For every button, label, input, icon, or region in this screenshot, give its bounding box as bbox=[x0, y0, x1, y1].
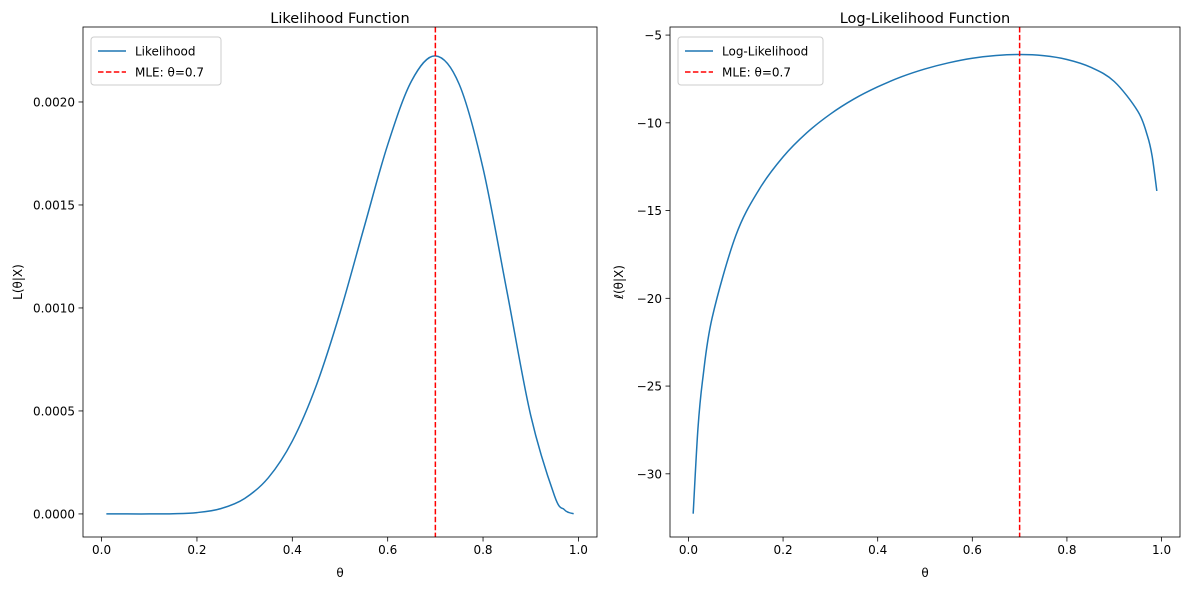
y-tick-label: −30 bbox=[637, 467, 662, 481]
y-tick-label: −15 bbox=[637, 204, 662, 218]
x-tick-label: 0.6 bbox=[378, 543, 397, 557]
axes-frame bbox=[82, 26, 598, 538]
legend-box bbox=[90, 36, 222, 86]
legend-box bbox=[677, 36, 824, 86]
y-axis-label: L(θ|X) bbox=[11, 264, 25, 300]
axes-frame bbox=[669, 26, 1181, 538]
x-tick-label: 1.0 bbox=[1152, 543, 1171, 557]
y-tick-label: −25 bbox=[637, 380, 662, 394]
x-axis-label: θ bbox=[921, 566, 928, 580]
legend: Log-Likelihood MLE: θ=0.7 bbox=[677, 36, 824, 86]
x-tick-label: 1.0 bbox=[569, 543, 588, 557]
legend: Likelihood MLE: θ=0.7 bbox=[90, 36, 222, 86]
legend-label: Log-Likelihood bbox=[722, 45, 808, 59]
chart-title: Log-Likelihood Function bbox=[840, 11, 1011, 27]
y-tick-label: −5 bbox=[644, 29, 662, 43]
x-tick-label: 0.2 bbox=[774, 543, 793, 557]
y-axis-label: ℓ(θ|X) bbox=[612, 265, 626, 300]
x-tick-label: 0.8 bbox=[473, 543, 492, 557]
x-tick-label: 0.0 bbox=[679, 543, 698, 557]
x-tick-label: 0.4 bbox=[868, 543, 887, 557]
x-tick-label: 0.4 bbox=[283, 543, 302, 557]
y-tick-label: 0.0015 bbox=[33, 198, 75, 212]
legend-label: MLE: θ=0.7 bbox=[135, 66, 204, 80]
series-line-log-likelihood bbox=[692, 53, 1158, 514]
series-line-likelihood bbox=[106, 55, 574, 515]
x-tick-label: 0.2 bbox=[187, 543, 206, 557]
x-axis-label: θ bbox=[336, 566, 343, 580]
y-tick-label: −20 bbox=[637, 292, 662, 306]
chart-title: Likelihood Function bbox=[270, 11, 409, 27]
y-tick-label: 0.0020 bbox=[33, 95, 75, 109]
x-tick-label: 0.8 bbox=[1057, 543, 1076, 557]
subplot-1: 0.0 0.2 0.4 0.6 0.8 1.0 0.0000 0.0005 0.0010 0.00… bbox=[11, 11, 598, 580]
y-tick-label: 0.0000 bbox=[33, 507, 75, 521]
x-tick-label: 0.0 bbox=[92, 543, 111, 557]
y-tick-label: 0.0010 bbox=[33, 301, 75, 315]
y-tick-label: 0.0005 bbox=[33, 404, 75, 418]
legend-label: MLE: θ=0.7 bbox=[722, 66, 791, 80]
y-tick-label: −10 bbox=[637, 116, 662, 130]
subplot-2: 0.0 0.2 0.4 0.6 0.8 1.0 −30 −25 −20 −15 −10 −5 Log-L… bbox=[612, 11, 1181, 580]
x-tick-label: 0.6 bbox=[963, 543, 982, 557]
legend-label: Likelihood bbox=[135, 45, 196, 59]
